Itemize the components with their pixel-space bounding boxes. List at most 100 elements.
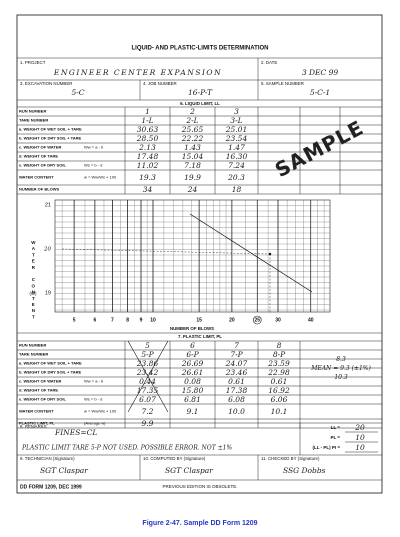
remark: PLASTIC LIMIT TARE 5-P NOT USED. POSSIBL… — [21, 445, 232, 452]
note: MEAN = 9.3 (±1%) — [310, 365, 371, 372]
cell-value: 17.48 — [137, 152, 159, 161]
row-label: b. WEIGHT OF DRY SOIL + TARE — [19, 370, 82, 375]
row-label: WATER CONTENT — [19, 175, 54, 180]
x-tick-label: 7 — [111, 317, 114, 323]
row-label: c. WEIGHT OF WATER — [19, 145, 61, 150]
row-formula: w = Ww/Ws × 100 — [84, 409, 117, 414]
graph: 5 6 7 8 9 10 15 20 25 30 40 21 20 19 — [43, 199, 331, 325]
cell-value: 22.98 — [267, 368, 290, 377]
cell-value: 2.13 — [138, 143, 156, 152]
cell-value: 7.2 — [142, 407, 154, 416]
x-axis-label: NUMBER OF BLOWS — [170, 326, 214, 331]
cell-value: 6-P — [186, 350, 199, 359]
cell-value: 1-L — [141, 116, 153, 125]
cell-value: 9.1 — [187, 407, 199, 416]
x-tick-label: 5 — [73, 317, 76, 323]
field-value: 5-C-1 — [310, 88, 330, 97]
cell-value: 15.80 — [182, 386, 204, 395]
summary-value: 20 — [354, 423, 365, 432]
note: 10.3 — [334, 374, 348, 381]
cell-value: 25.01 — [225, 125, 247, 134]
cell-value: 7.24 — [228, 161, 245, 170]
flow-curve — [189, 213, 313, 293]
cell-value: 3-L — [230, 116, 242, 125]
cell-value: 15.04 — [182, 152, 204, 161]
cell-value: 16.30 — [226, 152, 248, 161]
summary-label: (LL - PL) PI = — [312, 445, 340, 450]
x-tick-label: 20 — [229, 317, 235, 323]
annotation-circle — [252, 315, 262, 325]
strike — [127, 340, 169, 413]
summary-label: LL = — [331, 425, 341, 430]
cell-value: 23.86 — [136, 359, 159, 368]
signature: SGT Claspar — [40, 466, 88, 475]
cell-value: 1 — [145, 107, 150, 116]
cell-value: 30.63 — [137, 125, 159, 134]
row-formula: Ws = b - d — [84, 397, 102, 402]
cell-value: 8 — [277, 341, 282, 350]
cell-value: 10.0 — [228, 407, 245, 416]
cell-value: 20.3 — [227, 173, 245, 182]
x-tick-label: 10 — [150, 317, 156, 323]
row-label: NUMBER OF BLOWS — [19, 187, 60, 192]
cell-value: 24.07 — [225, 359, 248, 368]
field-value: 5-C — [71, 88, 84, 97]
cell-value: 6.08 — [228, 395, 245, 404]
summary-label: PL = — [330, 435, 340, 440]
section-heading: 6. LIQUID LIMIT, LL — [180, 101, 220, 106]
cell-value: 17.35 — [137, 386, 159, 395]
caption: Figure 2-47. Sample DD Form 1209 — [142, 520, 257, 527]
row-formula: (Average w) — [84, 421, 106, 426]
cell-value: 23.42 — [136, 368, 159, 377]
cell-value: 0.61 — [271, 377, 288, 386]
cell-value: 23.59 — [267, 359, 290, 368]
y-tick-label: 20 — [43, 247, 51, 253]
signature: SGT Claspar — [165, 466, 213, 475]
x-tick-label: 40 — [308, 317, 314, 323]
cell-value: 26.61 — [181, 368, 203, 377]
cell-value: 1.43 — [184, 143, 201, 152]
cell-value: 7-P — [230, 350, 243, 359]
cell-value: 18 — [232, 185, 242, 194]
cell-value: 8-P — [273, 350, 286, 359]
field-label: 3. EXCAVATION NUMBER — [20, 81, 72, 86]
summary-value: 10 — [355, 443, 365, 452]
signature: SSG Dobbs — [283, 466, 326, 475]
row-label: a. WEIGHT OF WET SOIL + TARE — [19, 127, 82, 132]
field-label: 4. JOB NUMBER — [143, 81, 177, 86]
y-symbol: (W) — [29, 291, 37, 296]
sample-stamp: SAMPLE — [271, 115, 368, 182]
x-tick-label: 25 — [254, 317, 260, 323]
row-label: RUN NUMBER — [19, 343, 46, 348]
cell-value: 34 — [143, 185, 153, 194]
cell-value: 25.65 — [181, 125, 204, 134]
row-label: c. WEIGHT OF WATER — [19, 379, 61, 384]
cell-value: 11.02 — [137, 161, 159, 170]
cell-value: 23.54 — [225, 134, 248, 143]
cell-value: 26.69 — [181, 359, 204, 368]
field-value: ENGINEER CENTER EXPANSION — [53, 68, 222, 77]
footer-note: PREVIOUS EDITION IS OBSOLETE. — [162, 484, 237, 489]
cell-value: 23.46 — [225, 368, 248, 377]
cell-value: 6.06 — [271, 395, 288, 404]
form-number: DD FORM 1209, DEC 1999 — [20, 484, 82, 490]
form-title: LIQUID- AND PLASTIC-LIMITS DETERMINATION — [132, 46, 269, 52]
row-formula: Ww = a - b — [84, 379, 104, 384]
plot-frame — [54, 199, 331, 313]
row-label: a. WEIGHT OF WET SOIL + TARE — [19, 361, 82, 366]
y-tick-label: 21 — [45, 202, 51, 208]
row-formula: Ws = b - d — [84, 163, 102, 168]
note: 8.3 — [336, 356, 346, 363]
section-heading: 7. PLASTIC LIMIT, PL — [178, 334, 222, 339]
remark: FINES=CL — [54, 428, 97, 437]
field-value: 16-P-T — [188, 88, 213, 97]
remarks-label: 8. REMARKS — [20, 424, 47, 429]
sig-label: 9. TECHNICIAN (Signature) — [20, 456, 75, 461]
row-label: d. WEIGHT OF TARE — [19, 388, 58, 393]
sig-label: 11. CHECKED BY (Signature) — [261, 456, 320, 461]
row-label: PLASTIC LIMIT, PL — [19, 421, 55, 426]
field-label: 5. SAMPLE NUMBER — [261, 81, 304, 86]
cell-value: 19.9 — [184, 173, 201, 182]
row-label: b. WEIGHT OF DRY SOIL + TARE — [19, 136, 82, 141]
cell-value: 10.1 — [271, 407, 288, 416]
